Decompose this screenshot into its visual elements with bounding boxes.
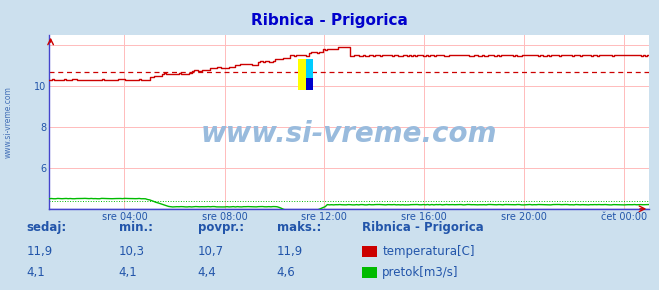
FancyBboxPatch shape: [299, 59, 306, 90]
Text: 10,7: 10,7: [198, 245, 224, 258]
Text: maks.:: maks.:: [277, 221, 321, 233]
Text: temperatura[C]: temperatura[C]: [382, 245, 474, 258]
Text: 4,4: 4,4: [198, 266, 216, 279]
Text: Ribnica - Prigorica: Ribnica - Prigorica: [251, 13, 408, 28]
Text: 4,1: 4,1: [119, 266, 137, 279]
Text: 10,3: 10,3: [119, 245, 144, 258]
Text: pretok[m3/s]: pretok[m3/s]: [382, 266, 459, 279]
Text: www.si-vreme.com: www.si-vreme.com: [201, 120, 498, 148]
Text: 4,6: 4,6: [277, 266, 295, 279]
Text: 11,9: 11,9: [26, 245, 53, 258]
Text: sedaj:: sedaj:: [26, 221, 67, 233]
Text: povpr.:: povpr.:: [198, 221, 244, 233]
Text: www.si-vreme.com: www.si-vreme.com: [3, 86, 13, 158]
Text: min.:: min.:: [119, 221, 153, 233]
Text: Ribnica - Prigorica: Ribnica - Prigorica: [362, 221, 484, 233]
Text: 11,9: 11,9: [277, 245, 303, 258]
FancyBboxPatch shape: [306, 59, 313, 78]
Text: 4,1: 4,1: [26, 266, 45, 279]
FancyBboxPatch shape: [306, 78, 313, 90]
